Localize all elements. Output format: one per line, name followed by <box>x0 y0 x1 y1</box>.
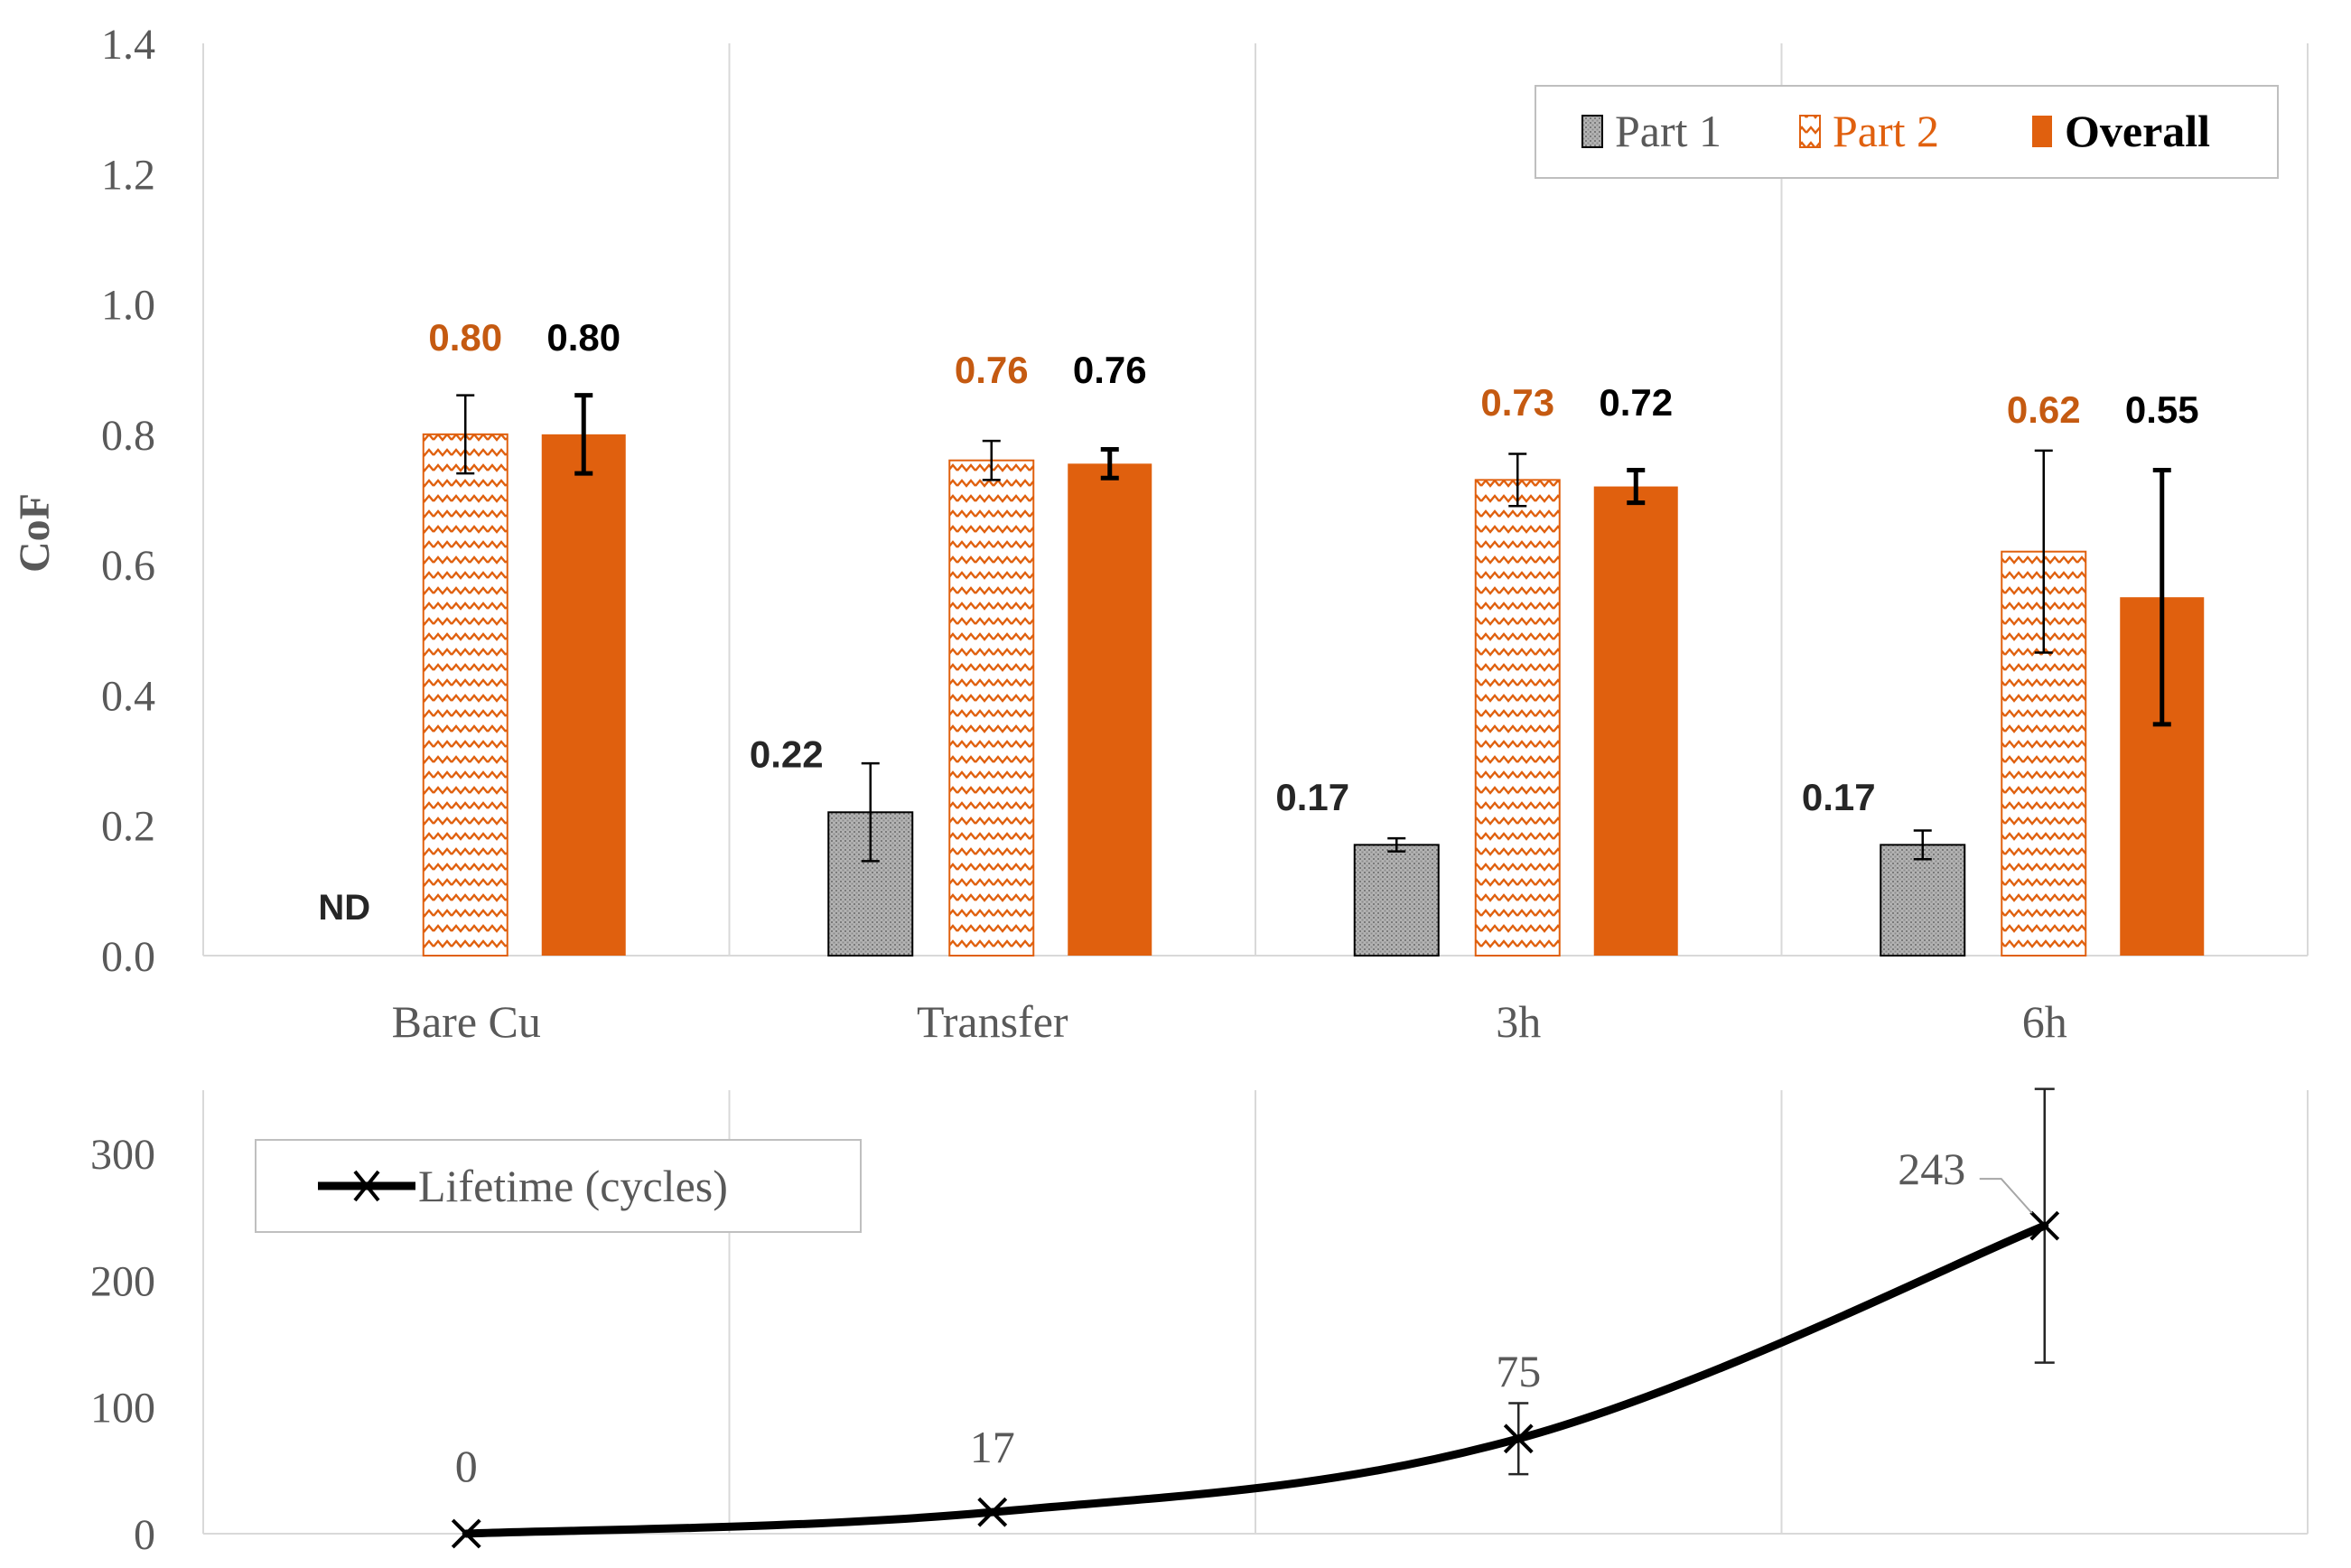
lifetime-value-label: 17 <box>970 1422 1015 1472</box>
overall-value-label: 0.80 <box>546 316 620 359</box>
lifetime-marker <box>2029 1210 2060 1241</box>
lifetime-markers <box>451 1210 2060 1549</box>
cof-y-tick-label: 1.2 <box>101 151 155 199</box>
cof-error-bars <box>456 393 2171 863</box>
part2-value-label: 0.62 <box>2007 388 2081 431</box>
overall-bar <box>1593 486 1678 956</box>
cof-y-axis-ticks: 0.0 0.2 0.4 0.6 0.8 1.0 1.2 1.4 <box>101 21 155 981</box>
part2-bar <box>422 433 508 957</box>
legend-part1-label: Part 1 <box>1615 106 1721 156</box>
cof-x-tick-label: 3h <box>1496 996 1541 1047</box>
lifetime-y-tick-label: 100 <box>90 1385 155 1433</box>
cof-legend: Part 1 Part 2 Overall <box>1535 85 2279 179</box>
cof-y-tick-label: 0.4 <box>101 672 155 720</box>
lifetime-y-tick-label: 300 <box>90 1131 155 1179</box>
lifetime-y-axis-ticks: 0 100 200 300 <box>90 1131 155 1559</box>
legend-overall-swatch <box>2032 116 2052 147</box>
part1-value-label: ND <box>318 888 370 928</box>
cof-x-axis-ticks: Bare Cu Transfer 3h 6h <box>392 996 2067 1047</box>
cof-x-tick-label: Transfer <box>917 996 1068 1047</box>
legend-part2-label: Part 2 <box>1833 106 1939 156</box>
part2-bar <box>1474 479 1561 957</box>
lifetime-y-tick-label: 0 <box>134 1511 155 1559</box>
overall-value-label: 0.72 <box>1599 381 1673 424</box>
lifetime-marker <box>977 1497 1008 1527</box>
cof-x-tick-label: 6h <box>2022 996 2067 1047</box>
lifetime-value-label: 243 <box>1898 1143 1965 1194</box>
part1-value-label: 0.17 <box>1802 776 1876 818</box>
legend-frame <box>1535 85 2279 179</box>
lifetime-marker <box>451 1518 481 1549</box>
cof-y-tick-label: 0.6 <box>101 542 155 590</box>
overall-value-label: 0.76 <box>1073 349 1147 391</box>
lifetime-y-tick-label: 200 <box>90 1257 155 1305</box>
overall-bar <box>1068 463 1152 956</box>
lifetime-legend-marker-icon <box>353 1170 380 1202</box>
part2-bar <box>948 459 1035 957</box>
legend-part2-swatch <box>1799 115 1821 148</box>
part1-bar <box>1353 844 1440 957</box>
overall-value-label: 0.55 <box>2125 388 2199 431</box>
cof-y-tick-label: 0.0 <box>101 933 155 981</box>
part1-value-label: 0.17 <box>1275 776 1349 818</box>
cof-y-tick-label: 0.8 <box>101 412 155 460</box>
lifetime-marker <box>1503 1423 1534 1454</box>
cof-y-axis-label: CoF <box>11 493 59 573</box>
part1-value-label: 0.22 <box>750 733 824 775</box>
part2-value-label: 0.80 <box>428 316 502 359</box>
legend-overall-label: Overall <box>2065 106 2210 156</box>
lifetime-value-label: 0 <box>455 1441 478 1491</box>
overall-bar <box>541 434 626 956</box>
part1-bar <box>1880 844 1966 957</box>
cof-gridlines <box>202 43 2309 957</box>
cof-y-tick-label: 1.0 <box>101 282 155 330</box>
part2-value-label: 0.76 <box>955 349 1029 391</box>
lifetime-data-labels: 0 17 75 243 <box>455 1143 2033 1491</box>
cof-y-tick-label: 0.2 <box>101 803 155 851</box>
cof-y-tick-label: 1.4 <box>101 21 155 69</box>
lifetime-series-line <box>462 1221 2049 1538</box>
cof-bar-chart: 0.0 0.2 0.4 0.6 0.8 1.0 1.2 1.4 CoF ND 0.22 0.17 0… <box>11 21 2309 1047</box>
legend-part1-swatch <box>1581 115 1603 148</box>
lifetime-legend: Lifetime (cycles) <box>255 1139 862 1233</box>
lifetime-value-label: 75 <box>1496 1346 1541 1396</box>
cof-data-labels: ND 0.22 0.17 0.17 0.80 0.76 0.73 0.62 0.80 0.76 0.… <box>318 316 2198 928</box>
cof-bars <box>422 433 2205 957</box>
lifetime-line-chart: 0 100 200 300 0 17 75 243 Lifetime (cycles) <box>90 1087 2309 1559</box>
cof-x-tick-label: Bare Cu <box>392 996 541 1047</box>
part2-value-label: 0.73 <box>1480 381 1554 424</box>
lifetime-label-leader <box>1979 1178 2033 1214</box>
lifetime-legend-label: Lifetime (cycles) <box>418 1161 728 1211</box>
